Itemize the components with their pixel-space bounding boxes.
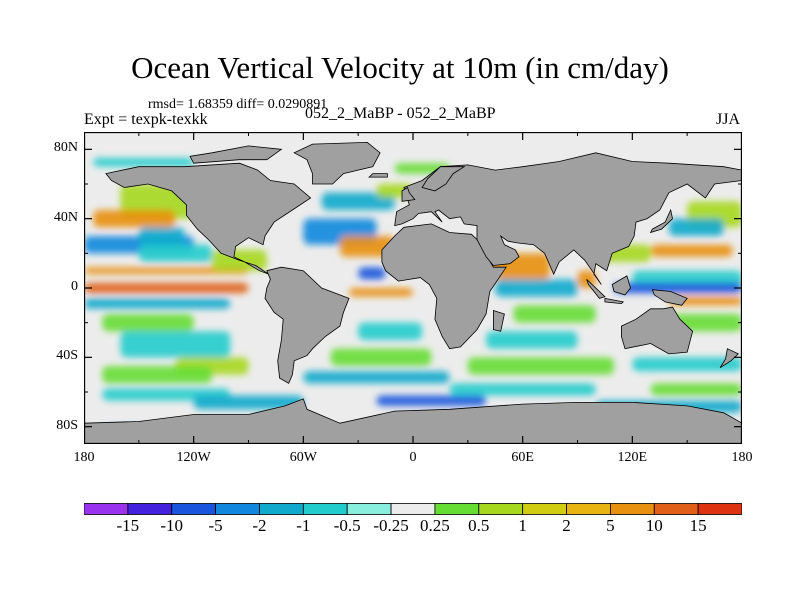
plot-title: Ocean Vertical Velocity at 10m (in cm/da…: [131, 50, 669, 85]
colorbar-label: 0.5: [468, 516, 490, 535]
latitude-label: 80N: [53, 140, 78, 156]
colorbar-label: 15: [689, 516, 707, 535]
colorbar-label: -10: [160, 516, 184, 535]
land-polygon: [649, 208, 673, 234]
latitude-label: 40S: [56, 348, 78, 364]
colorbar-swatch: [346, 503, 392, 515]
land-polygon: [492, 309, 505, 332]
land-polygon: [84, 398, 742, 444]
stats-text: rmsd= 1.68359 diff= 0.0290891: [148, 97, 328, 112]
colorbar-label: 2: [562, 516, 571, 535]
axis-ticks: [84, 132, 742, 444]
colorbar-label: -1: [296, 516, 311, 535]
colorbar-swatch: [215, 503, 260, 515]
land-polygon: [264, 266, 350, 384]
colorbar-swatch: [610, 503, 655, 515]
colorbar-swatch: [259, 503, 304, 515]
colorbar-label: -15: [116, 516, 140, 535]
colorbar-label: -0.5: [333, 516, 361, 535]
season-label: JJA: [716, 111, 741, 128]
colorbar-label: -5: [208, 516, 223, 535]
longitude-label: 120E: [617, 450, 648, 465]
colorbar-swatch: [302, 503, 348, 515]
land-polygon: [368, 173, 388, 178]
land-polygon: [421, 166, 466, 192]
colorbar-swatch: [566, 503, 611, 515]
colorbar-swatch: [171, 503, 216, 515]
colorbar-swatch: [522, 503, 567, 515]
experiment-label: Expt = texpk-texkk: [84, 111, 208, 128]
world-map: [84, 132, 742, 444]
comparison-label: 052_2_MaBP - 052_2_MaBP: [305, 105, 496, 122]
longitude-label: 120W: [176, 450, 211, 465]
longitude-label: 180: [731, 450, 753, 465]
colorbar: [84, 503, 742, 515]
land-polygon: [189, 145, 283, 164]
longitude-label: 0: [409, 450, 417, 465]
colorbar-label: 1: [518, 516, 527, 535]
colorbar-label: -0.25: [373, 516, 409, 535]
latitude-label: 0: [71, 279, 78, 294]
colorbar-label: 0.25: [420, 516, 450, 535]
colorbar-swatch: [478, 503, 524, 515]
land-polygon: [293, 141, 381, 185]
longitude-label: 180: [73, 450, 95, 465]
colorbar-label: -2: [252, 516, 267, 535]
colorbar-swatch: [653, 503, 699, 515]
land-polygon: [401, 186, 416, 202]
latitude-label: 40N: [53, 209, 78, 225]
colorbar-label: 5: [606, 516, 615, 535]
longitude-label: 60W: [289, 450, 317, 465]
land-mask: [84, 141, 742, 444]
latitude-label: 80S: [56, 417, 78, 433]
land-polygon: [621, 306, 694, 355]
land-polygon: [719, 348, 739, 369]
land-polygon: [604, 297, 625, 305]
colorbar-swatch: [127, 503, 173, 515]
land-polygon: [611, 275, 631, 296]
longitude-label: 60E: [511, 450, 534, 465]
land-polygon: [651, 289, 688, 306]
colorbar-swatch: [84, 503, 129, 515]
land-polygon: [381, 223, 507, 350]
land-polygon: [586, 279, 606, 299]
colorbar-swatch: [390, 503, 436, 515]
colorbar-swatch: [434, 503, 480, 515]
colorbar-swatch: [697, 503, 742, 515]
land-polygon: [105, 162, 312, 275]
land-polygon: [394, 152, 742, 285]
colorbar-label: 10: [645, 516, 663, 535]
